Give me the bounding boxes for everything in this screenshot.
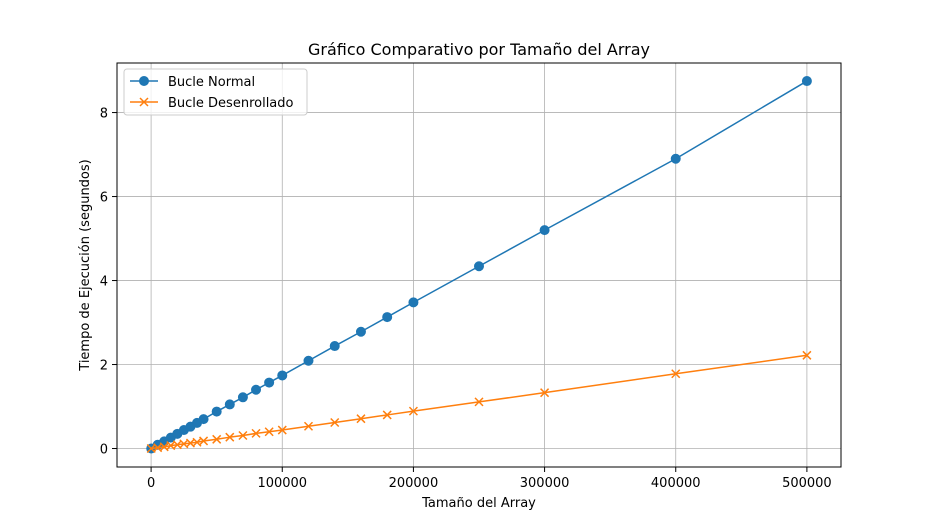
y-tick-label: 0 — [100, 443, 108, 458]
data-point — [303, 355, 314, 366]
data-point — [330, 417, 340, 428]
data-point — [303, 421, 314, 431]
data-point — [264, 427, 274, 437]
x-tick-label: 500000 — [782, 476, 832, 491]
data-point — [671, 369, 681, 379]
data-point — [355, 326, 366, 337]
data-point — [212, 434, 222, 444]
legend-label: Bucle Desenrollado — [168, 96, 294, 111]
data-point — [802, 350, 812, 360]
data-point — [801, 76, 812, 87]
data-point — [277, 425, 287, 435]
y-tick-label: 2 — [100, 359, 108, 374]
data-point — [539, 225, 550, 236]
data-point — [329, 341, 340, 352]
y-tick-label: 4 — [100, 275, 108, 290]
legend-marker — [139, 97, 149, 107]
grid — [117, 63, 841, 467]
data-point — [408, 406, 418, 416]
series-2 — [146, 350, 812, 454]
y-tick-label: 8 — [100, 107, 108, 122]
data-point — [474, 397, 484, 407]
data-point — [211, 406, 222, 417]
legend: Bucle Normal Bucle Desenrollado — [123, 68, 308, 116]
data-point — [382, 312, 393, 323]
series-layer — [146, 76, 812, 454]
data-point — [382, 410, 392, 420]
y-tick-label: 6 — [100, 191, 108, 206]
data-point — [264, 377, 275, 388]
chart-title: Gráfico Comparativo por Tamaño del Array — [308, 40, 650, 59]
data-point — [408, 297, 419, 308]
data-point — [474, 261, 484, 272]
y-axis-label: Tiempo de Ejecución (segundos) — [78, 159, 93, 371]
data-point — [237, 392, 248, 403]
data-point — [199, 436, 209, 446]
data-point — [251, 384, 262, 395]
data-point — [225, 432, 235, 442]
x-tick-label: 0 — [147, 476, 155, 491]
data-point — [540, 388, 550, 398]
x-tick-label: 100000 — [257, 476, 307, 491]
axis-ticks: 0 100000 200000 300000 400000 500000 0 2 4 6 8 — [100, 107, 832, 491]
plot-frame — [116, 62, 842, 468]
x-tick-label: 300000 — [520, 476, 570, 491]
legend-label: Bucle Normal — [168, 75, 255, 90]
data-point — [224, 399, 235, 410]
data-point — [251, 428, 261, 438]
x-tick-label: 400000 — [651, 476, 701, 491]
legend-marker — [139, 76, 149, 86]
data-point — [198, 414, 209, 425]
legend-box — [123, 68, 308, 116]
data-point — [670, 153, 681, 164]
data-point — [238, 430, 248, 441]
x-axis-label: Tamaño del Array — [421, 496, 536, 511]
x-tick-label: 200000 — [389, 476, 439, 491]
data-point — [277, 370, 288, 381]
series-1 — [146, 76, 812, 454]
data-point — [356, 414, 366, 424]
